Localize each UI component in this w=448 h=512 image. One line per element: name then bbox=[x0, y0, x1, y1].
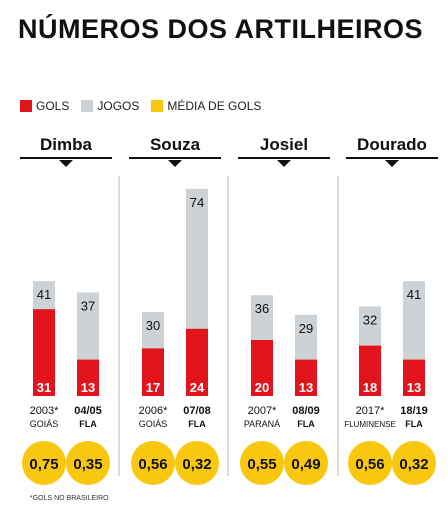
label-jogos: 36 bbox=[255, 301, 269, 316]
legend-item-gols: GOLS bbox=[20, 99, 69, 113]
player-name: Dimba bbox=[40, 135, 93, 154]
club-label: FLUMINENSE bbox=[344, 420, 396, 429]
chart-title: NÚMEROS DOS ARTILHEIROS bbox=[18, 14, 424, 44]
label-jogos: 41 bbox=[37, 287, 51, 302]
pointer-triangle bbox=[385, 160, 399, 167]
label-jogos: 32 bbox=[363, 312, 377, 327]
legend-label-jogos: JOGOS bbox=[97, 99, 140, 113]
legend-swatch-media bbox=[151, 100, 164, 112]
label-jogos: 29 bbox=[299, 321, 313, 336]
media-circle bbox=[131, 441, 175, 485]
club-label: FLA bbox=[188, 419, 206, 429]
media-circle bbox=[392, 441, 436, 485]
club-label: FLA bbox=[79, 419, 97, 429]
bar-gols bbox=[359, 345, 381, 396]
legend-swatch-jogos bbox=[81, 100, 94, 112]
player-name: Dourado bbox=[357, 135, 427, 154]
media-label: 0,75 bbox=[29, 456, 58, 473]
bar-gols bbox=[186, 328, 208, 396]
label-gols: 20 bbox=[255, 380, 269, 395]
season-label: 2003* bbox=[30, 405, 59, 417]
media-label: 0,49 bbox=[291, 456, 320, 473]
season-label: 2007* bbox=[248, 405, 277, 417]
label-gols: 17 bbox=[146, 380, 160, 395]
bar-gols bbox=[142, 348, 164, 396]
bar-gols bbox=[33, 309, 55, 396]
media-circle bbox=[66, 441, 110, 485]
media-circle bbox=[284, 441, 328, 485]
legend-swatch-gols bbox=[20, 100, 32, 112]
season-label: 04/05 bbox=[74, 405, 102, 417]
player-name: Souza bbox=[150, 135, 201, 154]
label-gols: 13 bbox=[299, 380, 313, 395]
pointer-triangle bbox=[168, 160, 182, 167]
season-label: 07/08 bbox=[183, 405, 211, 417]
media-circle bbox=[22, 441, 66, 485]
season-label: 18/19 bbox=[400, 405, 428, 417]
media-label: 0,35 bbox=[73, 456, 102, 473]
legend: GOLS JOGOS MÉDIA DE GOLS bbox=[20, 99, 273, 113]
media-label: 0,55 bbox=[247, 456, 276, 473]
label-gols: 24 bbox=[190, 380, 205, 395]
pointer-triangle bbox=[59, 160, 73, 167]
media-circle bbox=[240, 441, 284, 485]
club-label: FLA bbox=[405, 419, 423, 429]
legend-item-media: MÉDIA DE GOLS bbox=[151, 99, 261, 113]
bar-gols bbox=[77, 359, 99, 396]
label-jogos: 37 bbox=[81, 298, 95, 313]
season-label: 08/09 bbox=[292, 405, 320, 417]
label-gols: 13 bbox=[407, 380, 421, 395]
label-jogos: 30 bbox=[146, 318, 160, 333]
bar-gols bbox=[403, 359, 425, 396]
club-label: GOIÁS bbox=[139, 419, 168, 429]
club-label: GOIÁS bbox=[30, 419, 59, 429]
media-label: 0,32 bbox=[182, 456, 211, 473]
bar-gols bbox=[251, 340, 273, 396]
legend-label-gols: GOLS bbox=[36, 99, 70, 113]
label-jogos: 74 bbox=[190, 195, 204, 210]
media-label: 0,56 bbox=[355, 456, 384, 473]
label-jogos: 41 bbox=[407, 287, 421, 302]
label-gols: 31 bbox=[37, 380, 51, 395]
club-label: FLA bbox=[297, 419, 315, 429]
legend-item-jogos: JOGOS bbox=[81, 99, 139, 113]
footnote: *GOLS NO BRASILEIRO bbox=[30, 495, 109, 502]
player-name: Josiel bbox=[260, 135, 308, 154]
media-circle bbox=[175, 441, 219, 485]
club-label: PARANÁ bbox=[244, 419, 280, 429]
season-label: 2006* bbox=[139, 405, 168, 417]
bar-gols bbox=[295, 359, 317, 396]
media-label: 0,56 bbox=[138, 456, 167, 473]
legend-label-media: MÉDIA DE GOLS bbox=[167, 99, 262, 113]
media-circle bbox=[348, 441, 392, 485]
label-gols: 18 bbox=[363, 380, 377, 395]
pointer-triangle bbox=[277, 160, 291, 167]
season-label: 2017* bbox=[356, 405, 385, 417]
label-gols: 13 bbox=[81, 380, 95, 395]
media-label: 0,32 bbox=[399, 456, 428, 473]
